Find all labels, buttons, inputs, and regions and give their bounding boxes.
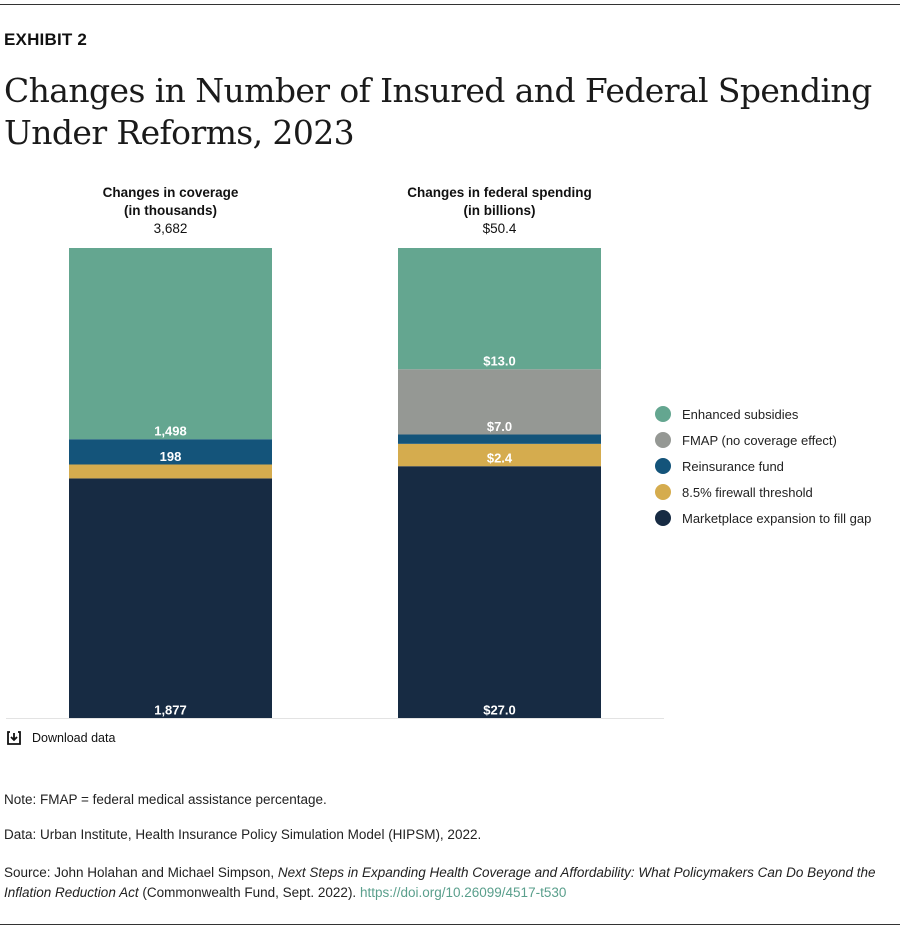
source-prefix: Source: John Holahan and Michael Simpson… [4,865,278,880]
top-rule [0,4,900,5]
legend-swatch [655,510,671,526]
bar-segment-8-5-firewall-threshold [398,443,601,467]
legend-item: Reinsurance fund [655,453,871,479]
bottom-rule [0,924,900,925]
chart-title: Changes in Number of Insured and Federal… [4,71,872,152]
segment-value-label: $13.0 [483,354,516,369]
bar-subtitle: (in billions) [464,203,536,218]
segment-value-label: $2.4 [487,451,513,466]
bar-subtitle: (in thousands) [124,203,217,218]
legend-label: Marketplace expansion to fill gap [682,510,872,526]
bar-segment-enhanced-subsidies [69,248,272,440]
legend-swatch [655,484,671,500]
stacked-bar-chart: Changes in coverage (in thousands) 3,682 1,… [6,185,664,719]
legend-swatch [655,458,671,474]
legend: Enhanced subsidies FMAP (no coverage effe… [655,401,871,531]
bar-segment-enhanced-subsidies [398,248,601,370]
legend-label: Reinsurance fund [682,458,784,474]
legend-label: Enhanced subsidies [682,406,799,422]
bar-segment-reinsurance-fund [69,439,272,465]
download-icon [7,731,21,745]
bar-segment-marketplace-expansion-to-fill-gap [398,466,601,718]
legend-item: 8.5% firewall threshold [655,479,871,505]
legend-item: FMAP (no coverage effect) [655,427,871,453]
legend-label: FMAP (no coverage effect) [682,432,837,448]
source-link[interactable]: https://doi.org/10.26099/4517-t530 [359,885,567,900]
note-text: Note: FMAP = federal medical assistance … [4,792,327,807]
download-label: Download data [32,731,116,745]
source-suffix: (Commonwealth Fund, Sept. 2022). [138,885,360,900]
exhibit-label: EXHIBIT 2 [4,30,88,49]
bar-title: Changes in federal spending [407,185,592,200]
bar-segment-8-5-firewall-threshold [69,464,272,479]
segment-value-label: $27.0 [483,703,516,718]
data-source-text: Data: Urban Institute, Health Insurance … [4,827,482,842]
bar-segment-marketplace-expansion-to-fill-gap [69,478,272,718]
bar-segment-fmap-no-coverage-effect- [398,369,601,435]
source-text: Source: John Holahan and Michael Simpson… [4,863,899,903]
legend-item: Enhanced subsidies [655,401,871,427]
legend-label: 8.5% firewall threshold [682,484,813,500]
download-data-button[interactable]: Download data [6,730,115,746]
segment-value-label: 1,498 [154,424,187,439]
bar-total-label: 3,682 [154,221,188,236]
bar-segment-reinsurance-fund [398,434,601,444]
source-title: Next Steps in Expanding Health Coverage … [4,865,876,900]
legend-swatch [655,406,671,422]
legend-swatch [655,432,671,448]
segment-value-label: 1,877 [154,703,187,718]
segment-value-label: $7.0 [487,419,512,434]
bar-total-label: $50.4 [483,221,517,236]
segment-value-label: 198 [160,449,182,464]
legend-item: Marketplace expansion to fill gap [655,505,871,531]
bar-title: Changes in coverage [103,185,239,200]
